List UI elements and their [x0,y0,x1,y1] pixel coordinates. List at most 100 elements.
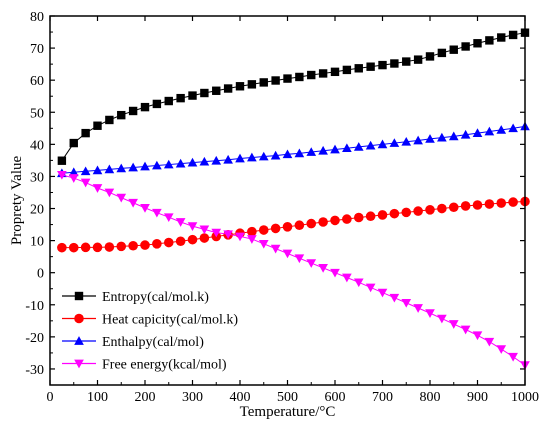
x-axis-title: Temperature/°C [240,404,336,420]
data-point [152,208,162,218]
data-point [68,242,79,253]
data-point [294,148,305,158]
series-2 [57,196,530,253]
data-point [377,139,388,149]
data-point [199,233,210,243]
data-point [235,232,245,242]
data-point [294,254,305,264]
data-point [270,150,281,160]
data-point [413,304,423,313]
data-point [235,82,245,91]
y-tick-label: 60 [30,74,44,89]
series-4 [57,170,530,370]
data-point [378,60,387,70]
data-point [80,242,91,253]
data-point [449,45,458,54]
data-point [104,242,115,252]
series-line [61,32,526,161]
data-point [377,288,388,298]
y-tick-label: 20 [30,203,44,218]
ticks-layer: 0 100 200 300 400 500 600 700 800 900 1000-30-20-1… [25,10,539,405]
data-point [508,30,518,40]
data-point [508,352,518,362]
data-point [448,202,459,213]
data-point [425,309,435,318]
series-line [61,174,526,366]
y-tick-label: 80 [30,10,44,25]
data-point [365,283,376,293]
data-point [353,212,364,223]
data-point [140,204,150,213]
data-point [425,134,435,143]
data-point [247,226,257,237]
data-point [128,106,138,116]
x-tick-label: 800 [420,390,441,405]
data-point [175,236,186,247]
data-point [175,158,186,168]
legend-marker [74,336,84,345]
series-layer [57,28,530,370]
data-point [342,214,352,224]
data-point [366,62,375,71]
y-tick-label: -20 [25,331,44,346]
data-point [247,235,257,244]
data-point [140,102,150,112]
data-point [271,76,280,85]
legend-marker [74,313,84,324]
data-point [199,225,210,235]
legend-label: Entropy(cal/mol.k) [102,290,209,305]
data-point [68,174,79,183]
legend-marker [74,291,84,301]
y-tick-label: 70 [30,42,44,57]
x-tick-label: 0 [47,390,54,405]
data-point [389,293,400,303]
data-point [484,126,495,136]
data-point [413,135,423,145]
legend-item: Heat capicity(cal/mol.k) [62,313,238,328]
data-point [223,84,233,93]
data-point [472,200,483,210]
data-point [211,155,222,165]
data-point [472,331,483,341]
data-point [473,39,482,48]
data-point [81,128,90,138]
legend: Entropy(cal/mol.k) Heat capicity(cal/mol.… [62,290,238,373]
y-tick-label: 0 [37,267,44,282]
data-point [437,48,447,58]
y-tick-label: 40 [30,138,44,153]
data-point [425,205,435,215]
data-point [104,188,115,198]
data-point [448,131,459,141]
data-point [460,129,471,139]
y-tick-label: 50 [30,106,44,121]
data-point [353,278,364,288]
data-point [413,55,423,64]
data-point [401,207,412,218]
x-tick-label: 700 [372,390,393,405]
data-point [212,86,221,95]
data-point [437,203,447,214]
data-point [496,125,507,134]
data-point [258,239,269,249]
data-point [318,217,328,227]
data-point [92,184,103,193]
legend-label: Enthalpy(cal/mol) [102,335,204,350]
data-point [104,164,115,174]
data-point [342,273,352,283]
x-tick-label: 900 [467,390,488,405]
data-point [496,345,507,354]
data-point [497,33,506,42]
data-point [484,337,495,347]
data-point [259,78,268,87]
x-tick-label: 400 [230,390,251,405]
data-point [270,223,281,234]
data-point [92,165,103,175]
x-tick-label: 100 [87,390,108,405]
y-tick-label: 10 [30,235,44,250]
data-point [389,208,400,219]
series-1 [57,28,530,165]
data-point [294,220,305,231]
data-point [389,138,400,147]
x-tick-label: 600 [325,390,346,405]
x-tick-label: 200 [135,390,156,405]
